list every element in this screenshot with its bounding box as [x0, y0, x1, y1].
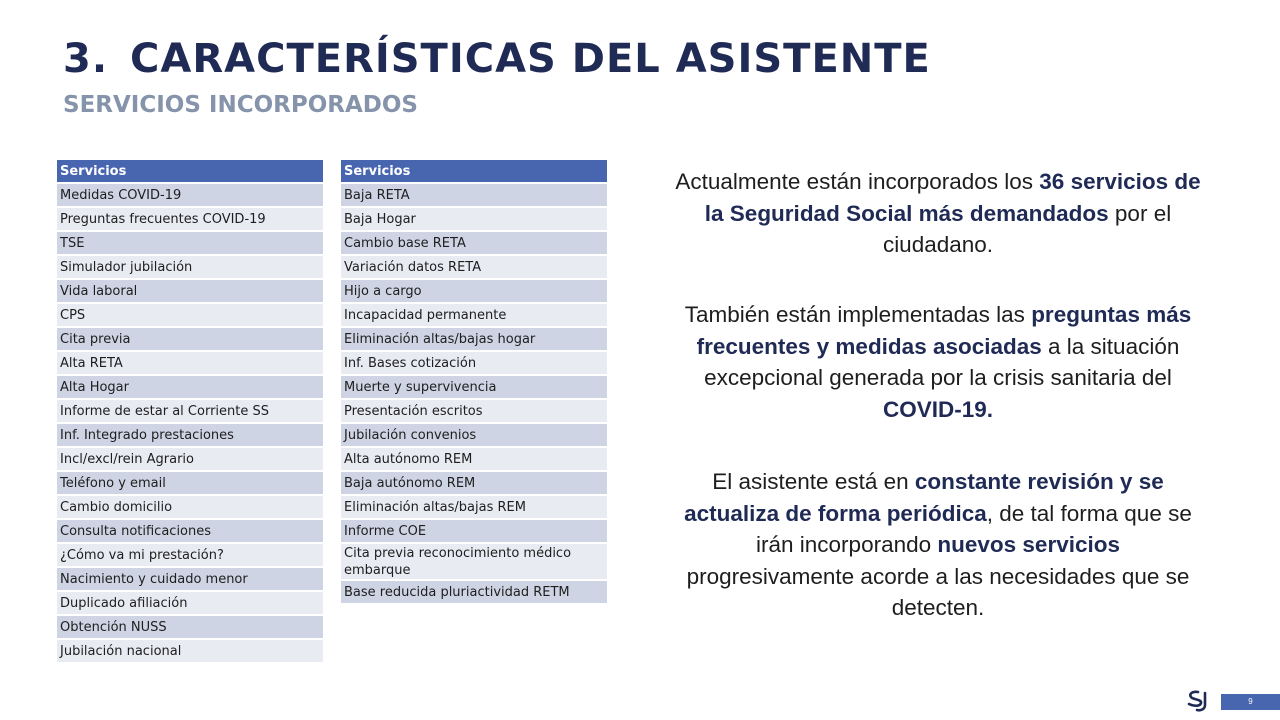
paragraph-bold-text: nuevos servicios	[937, 532, 1120, 557]
service-cell: Variación datos RETA	[341, 256, 607, 280]
table-row: Base reducida pluriactividad RETM	[341, 581, 607, 605]
table-row: Inf. Bases cotización	[341, 352, 607, 376]
service-cell: Eliminación altas/bajas hogar	[341, 328, 607, 352]
services-table-left: Servicios Medidas COVID-19 Preguntas frec…	[57, 160, 323, 664]
table-row: Hijo a cargo	[341, 280, 607, 304]
service-cell: CPS	[57, 304, 323, 328]
paragraph-bold-text: constante revisión y se actualiza de for…	[684, 469, 1164, 526]
table-row: Eliminación altas/bajas hogar	[341, 328, 607, 352]
service-cell: Preguntas frecuentes COVID-19	[57, 208, 323, 232]
paragraph-text: También están implementadas las	[684, 302, 1032, 327]
table-row: Baja autónomo REM	[341, 472, 607, 496]
service-cell: Alta Hogar	[57, 376, 323, 400]
table-row: Duplicado afiliación	[57, 592, 323, 616]
table-row: Obtención NUSS	[57, 616, 323, 640]
service-cell: Vida laboral	[57, 280, 323, 304]
paragraph-services-count: Actualmente están incorporados los 36 se…	[674, 166, 1202, 261]
table-row: Simulador jubilación	[57, 256, 323, 280]
service-cell: Cambio domicilio	[57, 496, 323, 520]
service-cell: Cambio base RETA	[341, 232, 607, 256]
service-cell: Nacimiento y cuidado menor	[57, 568, 323, 592]
table-row: Cita previa reconocimiento médico embarq…	[341, 544, 607, 581]
table-row: Cambio domicilio	[57, 496, 323, 520]
table-row: Preguntas frecuentes COVID-19	[57, 208, 323, 232]
service-cell: ¿Cómo va mi prestación?	[57, 544, 323, 568]
service-cell: Incapacidad permanente	[341, 304, 607, 328]
service-cell: Hijo a cargo	[341, 280, 607, 304]
table-header: Servicios	[57, 160, 323, 184]
service-cell: Cita previa reconocimiento médico embarq…	[341, 544, 607, 581]
services-table-right: Servicios Baja RETA Baja Hogar Cambio base…	[341, 160, 607, 605]
table-row: Teléfono y email	[57, 472, 323, 496]
service-cell: Informe de estar al Corriente SS	[57, 400, 323, 424]
service-cell: Muerte y supervivencia	[341, 376, 607, 400]
paragraph-text: Actualmente están incorporados los	[675, 169, 1040, 194]
table-row: Alta autónomo REM	[341, 448, 607, 472]
service-cell: Base reducida pluriactividad RETM	[341, 581, 607, 605]
table-row: Informe COE	[341, 520, 607, 544]
table-row: Eliminación altas/bajas REM	[341, 496, 607, 520]
service-cell: Teléfono y email	[57, 472, 323, 496]
table-row: Alta Hogar	[57, 376, 323, 400]
paragraph-text: , de tal forma que se irán incorporando	[756, 500, 1192, 558]
seguridad-social-logo-icon	[1187, 690, 1207, 712]
service-cell: Obtención NUSS	[57, 616, 323, 640]
table-row: Baja Hogar	[341, 208, 607, 232]
service-cell: Presentación escritos	[341, 400, 607, 424]
table-row: Incl/excl/rein Agrario	[57, 448, 323, 472]
table-row: Baja RETA	[341, 184, 607, 208]
table-row: Informe de estar al Corriente SS	[57, 400, 323, 424]
service-cell: Consulta notificaciones	[57, 520, 323, 544]
table-header: Servicios	[341, 160, 607, 184]
paragraph-text: El asistente está en	[712, 469, 915, 494]
table-row: Consulta notificaciones	[57, 520, 323, 544]
service-cell: Baja autónomo REM	[341, 472, 607, 496]
service-cell: Alta autónomo REM	[341, 448, 607, 472]
table-row: Jubilación convenios	[341, 424, 607, 448]
title-text: CARACTERÍSTICAS DEL ASISTENTE	[130, 36, 931, 82]
service-cell: Eliminación altas/bajas REM	[341, 496, 607, 520]
paragraph-text: a la situación excepcional generada por …	[704, 333, 1180, 391]
service-cell: Jubilación convenios	[341, 424, 607, 448]
table-row: Variación datos RETA	[341, 256, 607, 280]
service-cell: Baja Hogar	[341, 208, 607, 232]
table-row: TSE	[57, 232, 323, 256]
service-cell: Inf. Integrado prestaciones	[57, 424, 323, 448]
table-row: Muerte y supervivencia	[341, 376, 607, 400]
service-cell: Simulador jubilación	[57, 256, 323, 280]
service-cell: Medidas COVID-19	[57, 184, 323, 208]
service-cell: Alta RETA	[57, 352, 323, 376]
service-cell: Duplicado afiliación	[57, 592, 323, 616]
service-cell: Incl/excl/rein Agrario	[57, 448, 323, 472]
table-row: Vida laboral	[57, 280, 323, 304]
service-cell: Inf. Bases cotización	[341, 352, 607, 376]
service-cell: Baja RETA	[341, 184, 607, 208]
paragraph-continuous-review: El asistente está en constante revisión …	[674, 466, 1202, 624]
table-row: Cambio base RETA	[341, 232, 607, 256]
title-number: 3.	[63, 36, 109, 82]
table-row: Cita previa	[57, 328, 323, 352]
service-cell: TSE	[57, 232, 323, 256]
page-number: 9	[1221, 694, 1280, 710]
table-row: Nacimiento y cuidado menor	[57, 568, 323, 592]
table-row: Medidas COVID-19	[57, 184, 323, 208]
table-row: ¿Cómo va mi prestación?	[57, 544, 323, 568]
paragraph-bold-text: COVID-19.	[882, 396, 994, 422]
paragraph-text: por el ciudadano.	[882, 200, 1172, 258]
table-row: Presentación escritos	[341, 400, 607, 424]
paragraph-bold-text: 36 servicios de la Seguridad Social más …	[704, 169, 1201, 226]
slide-subtitle: SERVICIOS INCORPORADOS	[63, 92, 418, 118]
table-row: Incapacidad permanente	[341, 304, 607, 328]
slide-title: 3. CARACTERÍSTICAS DEL ASISTENTE	[63, 36, 931, 82]
service-cell: Cita previa	[57, 328, 323, 352]
service-cell: Informe COE	[341, 520, 607, 544]
table-row: Inf. Integrado prestaciones	[57, 424, 323, 448]
table-row: Alta RETA	[57, 352, 323, 376]
paragraph-text: progresivamente acorde a las necesidades…	[686, 563, 1190, 621]
table-row: Jubilación nacional	[57, 640, 323, 664]
table-row: CPS	[57, 304, 323, 328]
paragraph-bold-text: preguntas más frecuentes y medidas asoci…	[696, 302, 1192, 359]
paragraph-faq-covid: También están implementadas las pregunta…	[674, 299, 1202, 425]
service-cell: Jubilación nacional	[57, 640, 323, 664]
